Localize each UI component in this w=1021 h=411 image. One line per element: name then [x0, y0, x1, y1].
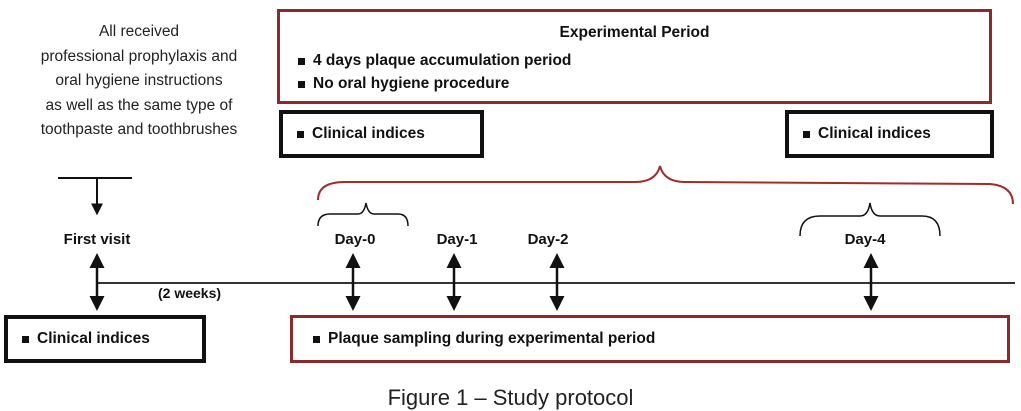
experimental-period-brace [317, 165, 1014, 205]
plaque-sampling-label: Plaque sampling during experimental peri… [328, 330, 656, 347]
intro-line: professional prophylaxis and [40, 47, 238, 65]
experimental-period-title: Experimental Period [559, 24, 710, 41]
bullet-square-icon [803, 130, 810, 138]
clinical-indices-box-day4: Clinical indices [785, 110, 994, 158]
figure-caption: Figure 1 – Study protocol [387, 385, 634, 410]
interval-label: (2 weeks) [158, 285, 222, 301]
day-label: Day-4 [844, 231, 886, 248]
bullet-square-icon [298, 80, 305, 88]
clinical-indices-label: Clinical indices [818, 125, 931, 142]
plaque-sampling-box: Plaque sampling during experimental peri… [290, 315, 1010, 363]
bullet-item: 4 days plaque accumulation period [298, 52, 571, 70]
clinical-indices-label: Clinical indices [312, 125, 425, 142]
day-label: Day-0 [334, 231, 376, 248]
day4-brace [799, 202, 941, 237]
day-label: Day-2 [527, 231, 569, 248]
intro-line: as well as the same type of [45, 96, 233, 114]
bullet-square-icon [298, 57, 305, 65]
experimental-period-box: Experimental Period 4 days plaque accumu… [277, 9, 992, 104]
bullet-text: 4 days plaque accumulation period [313, 52, 572, 69]
clinical-indices-box-first-visit: Clinical indices [4, 315, 206, 363]
bullet-text: No oral hygiene procedure [313, 75, 510, 92]
bullet-square-icon [22, 335, 29, 343]
clinical-indices-box-day0: Clinical indices [279, 110, 484, 158]
intro-text: All received professional prophylaxis an… [8, 20, 270, 143]
intro-line: All received [98, 23, 180, 40]
day-label: Day-1 [436, 231, 478, 248]
clinical-indices-label: Clinical indices [37, 330, 150, 347]
bullet-square-icon [313, 335, 320, 343]
intro-line: oral hygiene instructions [55, 72, 223, 89]
day0-brace [317, 202, 409, 227]
bullet-square-icon [297, 130, 304, 138]
bullet-item: No oral hygiene procedure [298, 75, 509, 93]
first-visit-label: First visit [63, 231, 131, 248]
diagram-connectors [58, 165, 1015, 311]
intro-line: toothpaste and toothbrushes [40, 121, 238, 138]
